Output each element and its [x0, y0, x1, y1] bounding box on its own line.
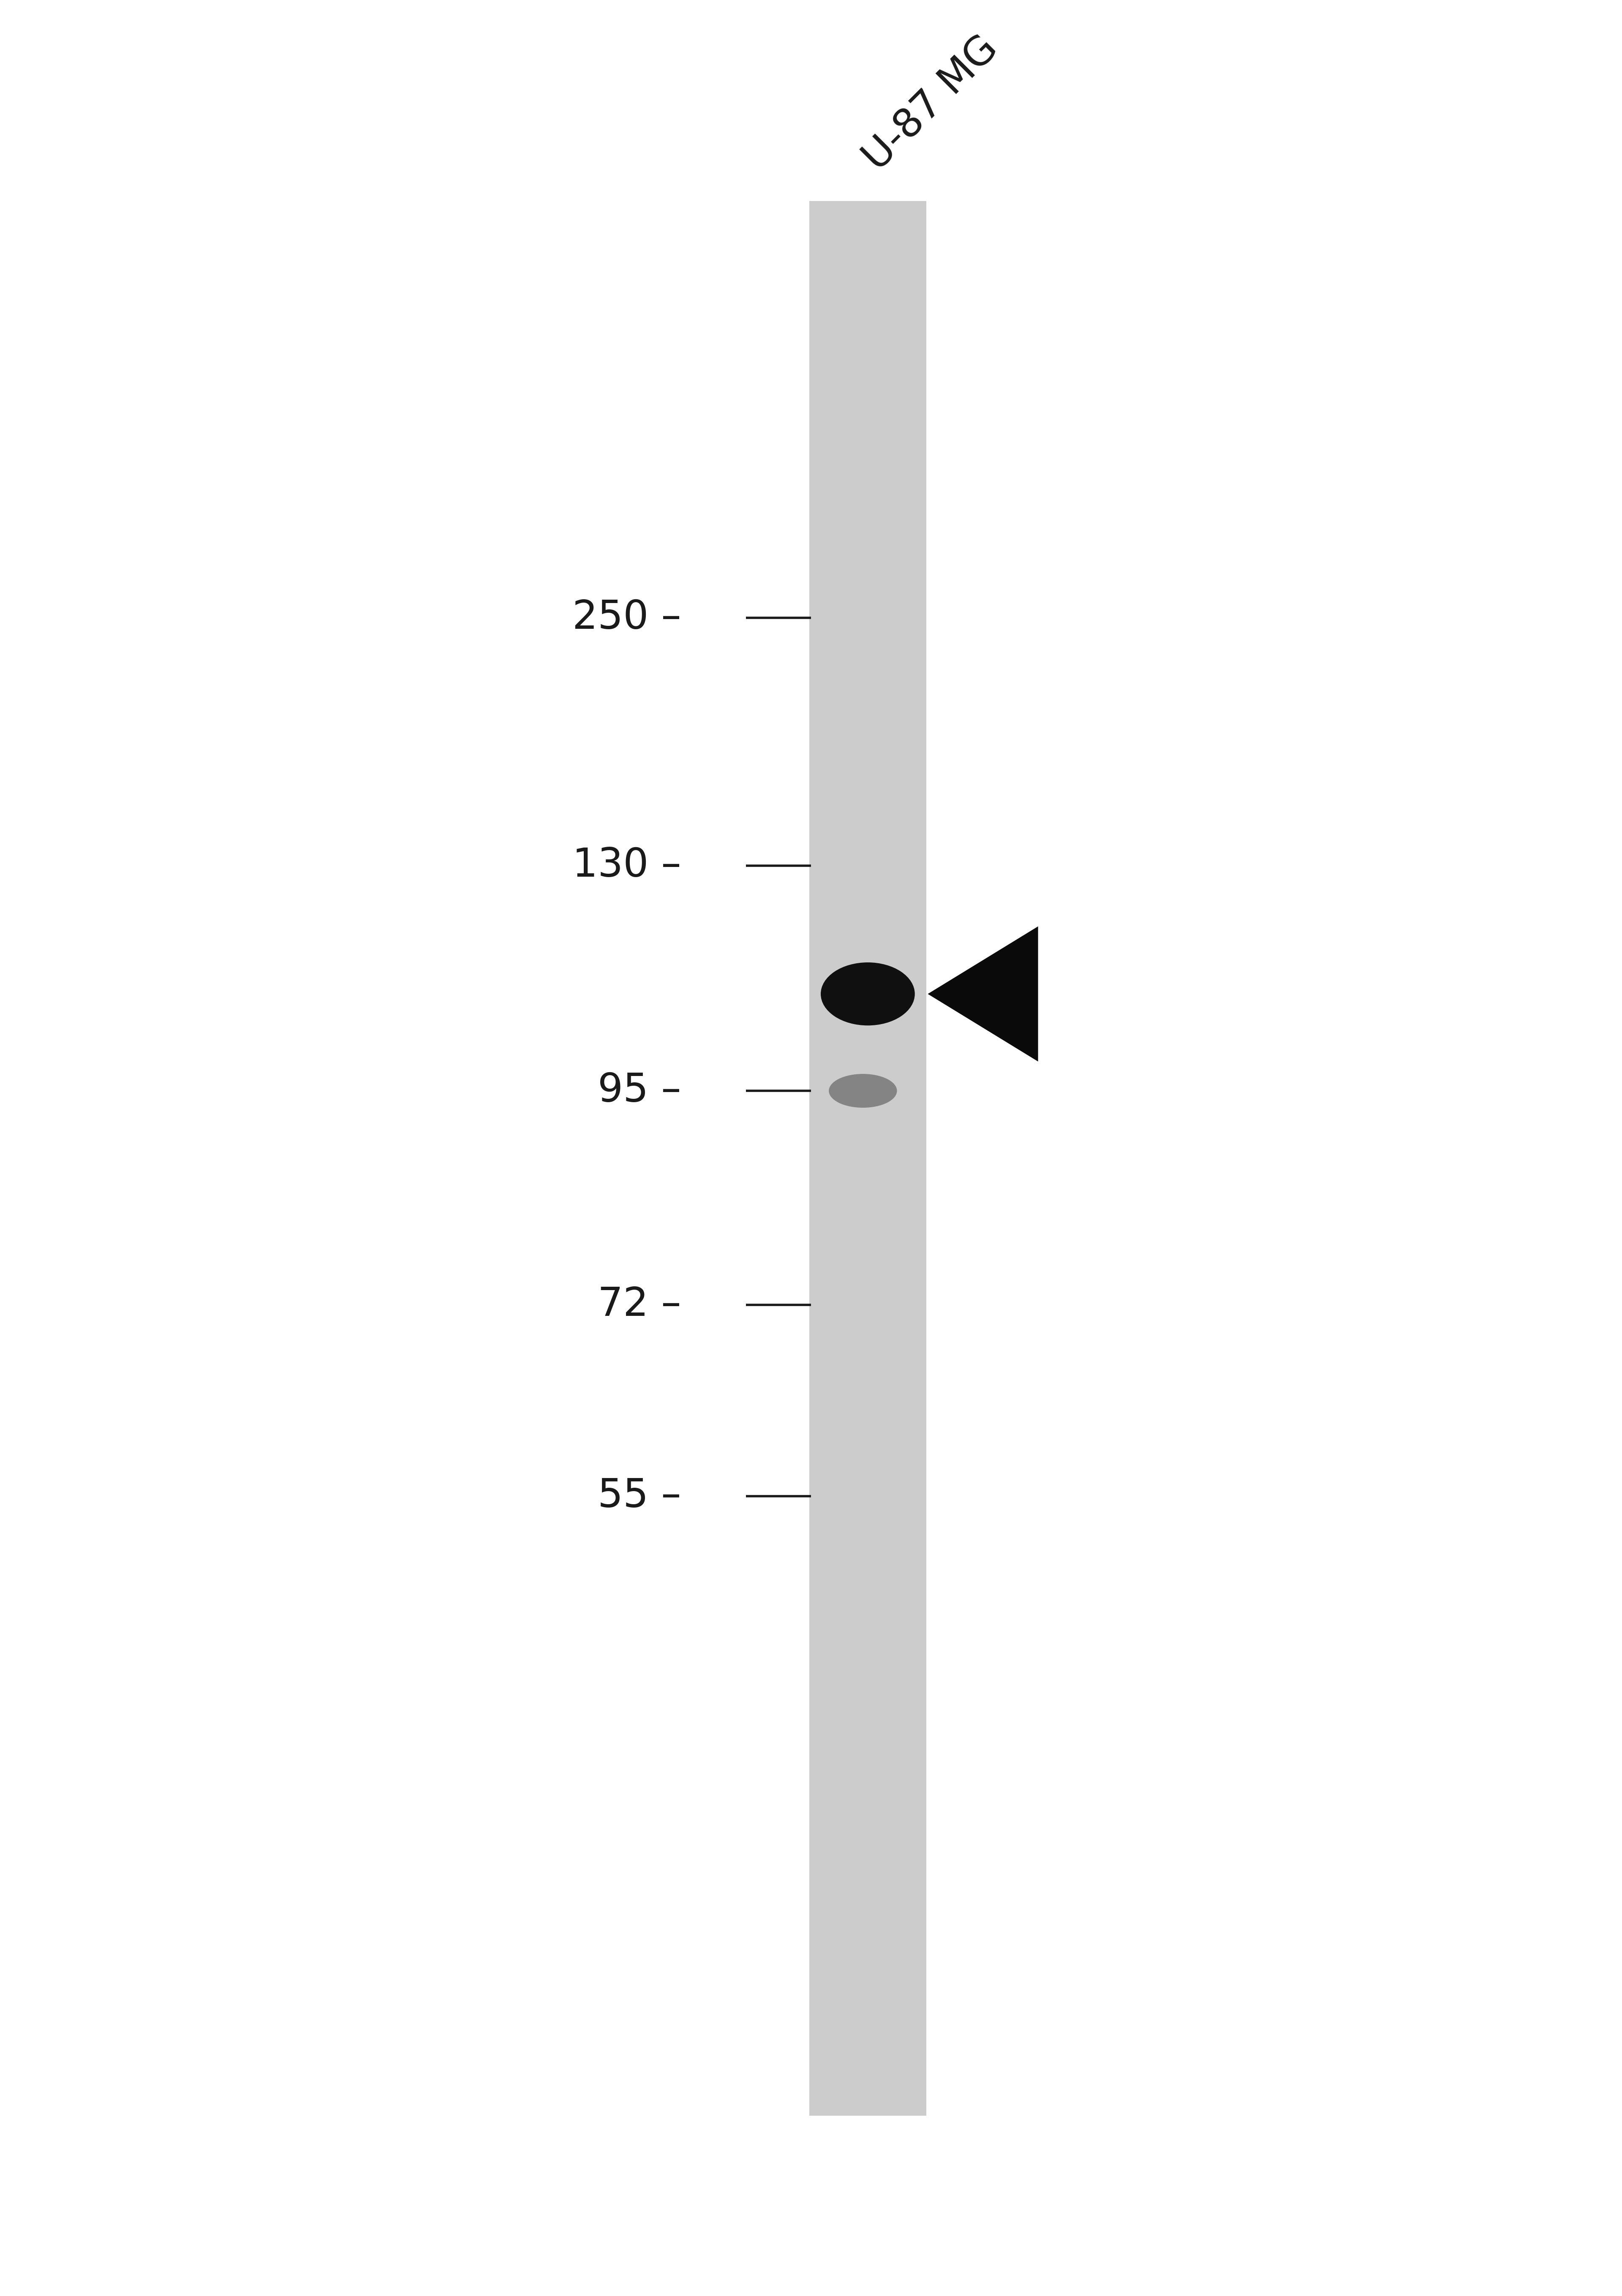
- Ellipse shape: [829, 1075, 897, 1107]
- Text: 250 –: 250 –: [573, 599, 681, 638]
- Text: U-87 MG: U-87 MG: [856, 30, 1006, 179]
- Bar: [809, 202, 926, 2117]
- Ellipse shape: [821, 962, 915, 1026]
- Text: 55 –: 55 –: [599, 1476, 681, 1515]
- Polygon shape: [928, 925, 1038, 1061]
- Text: 130 –: 130 –: [573, 847, 681, 884]
- Text: 72 –: 72 –: [599, 1286, 681, 1325]
- Text: 95 –: 95 –: [599, 1072, 681, 1111]
